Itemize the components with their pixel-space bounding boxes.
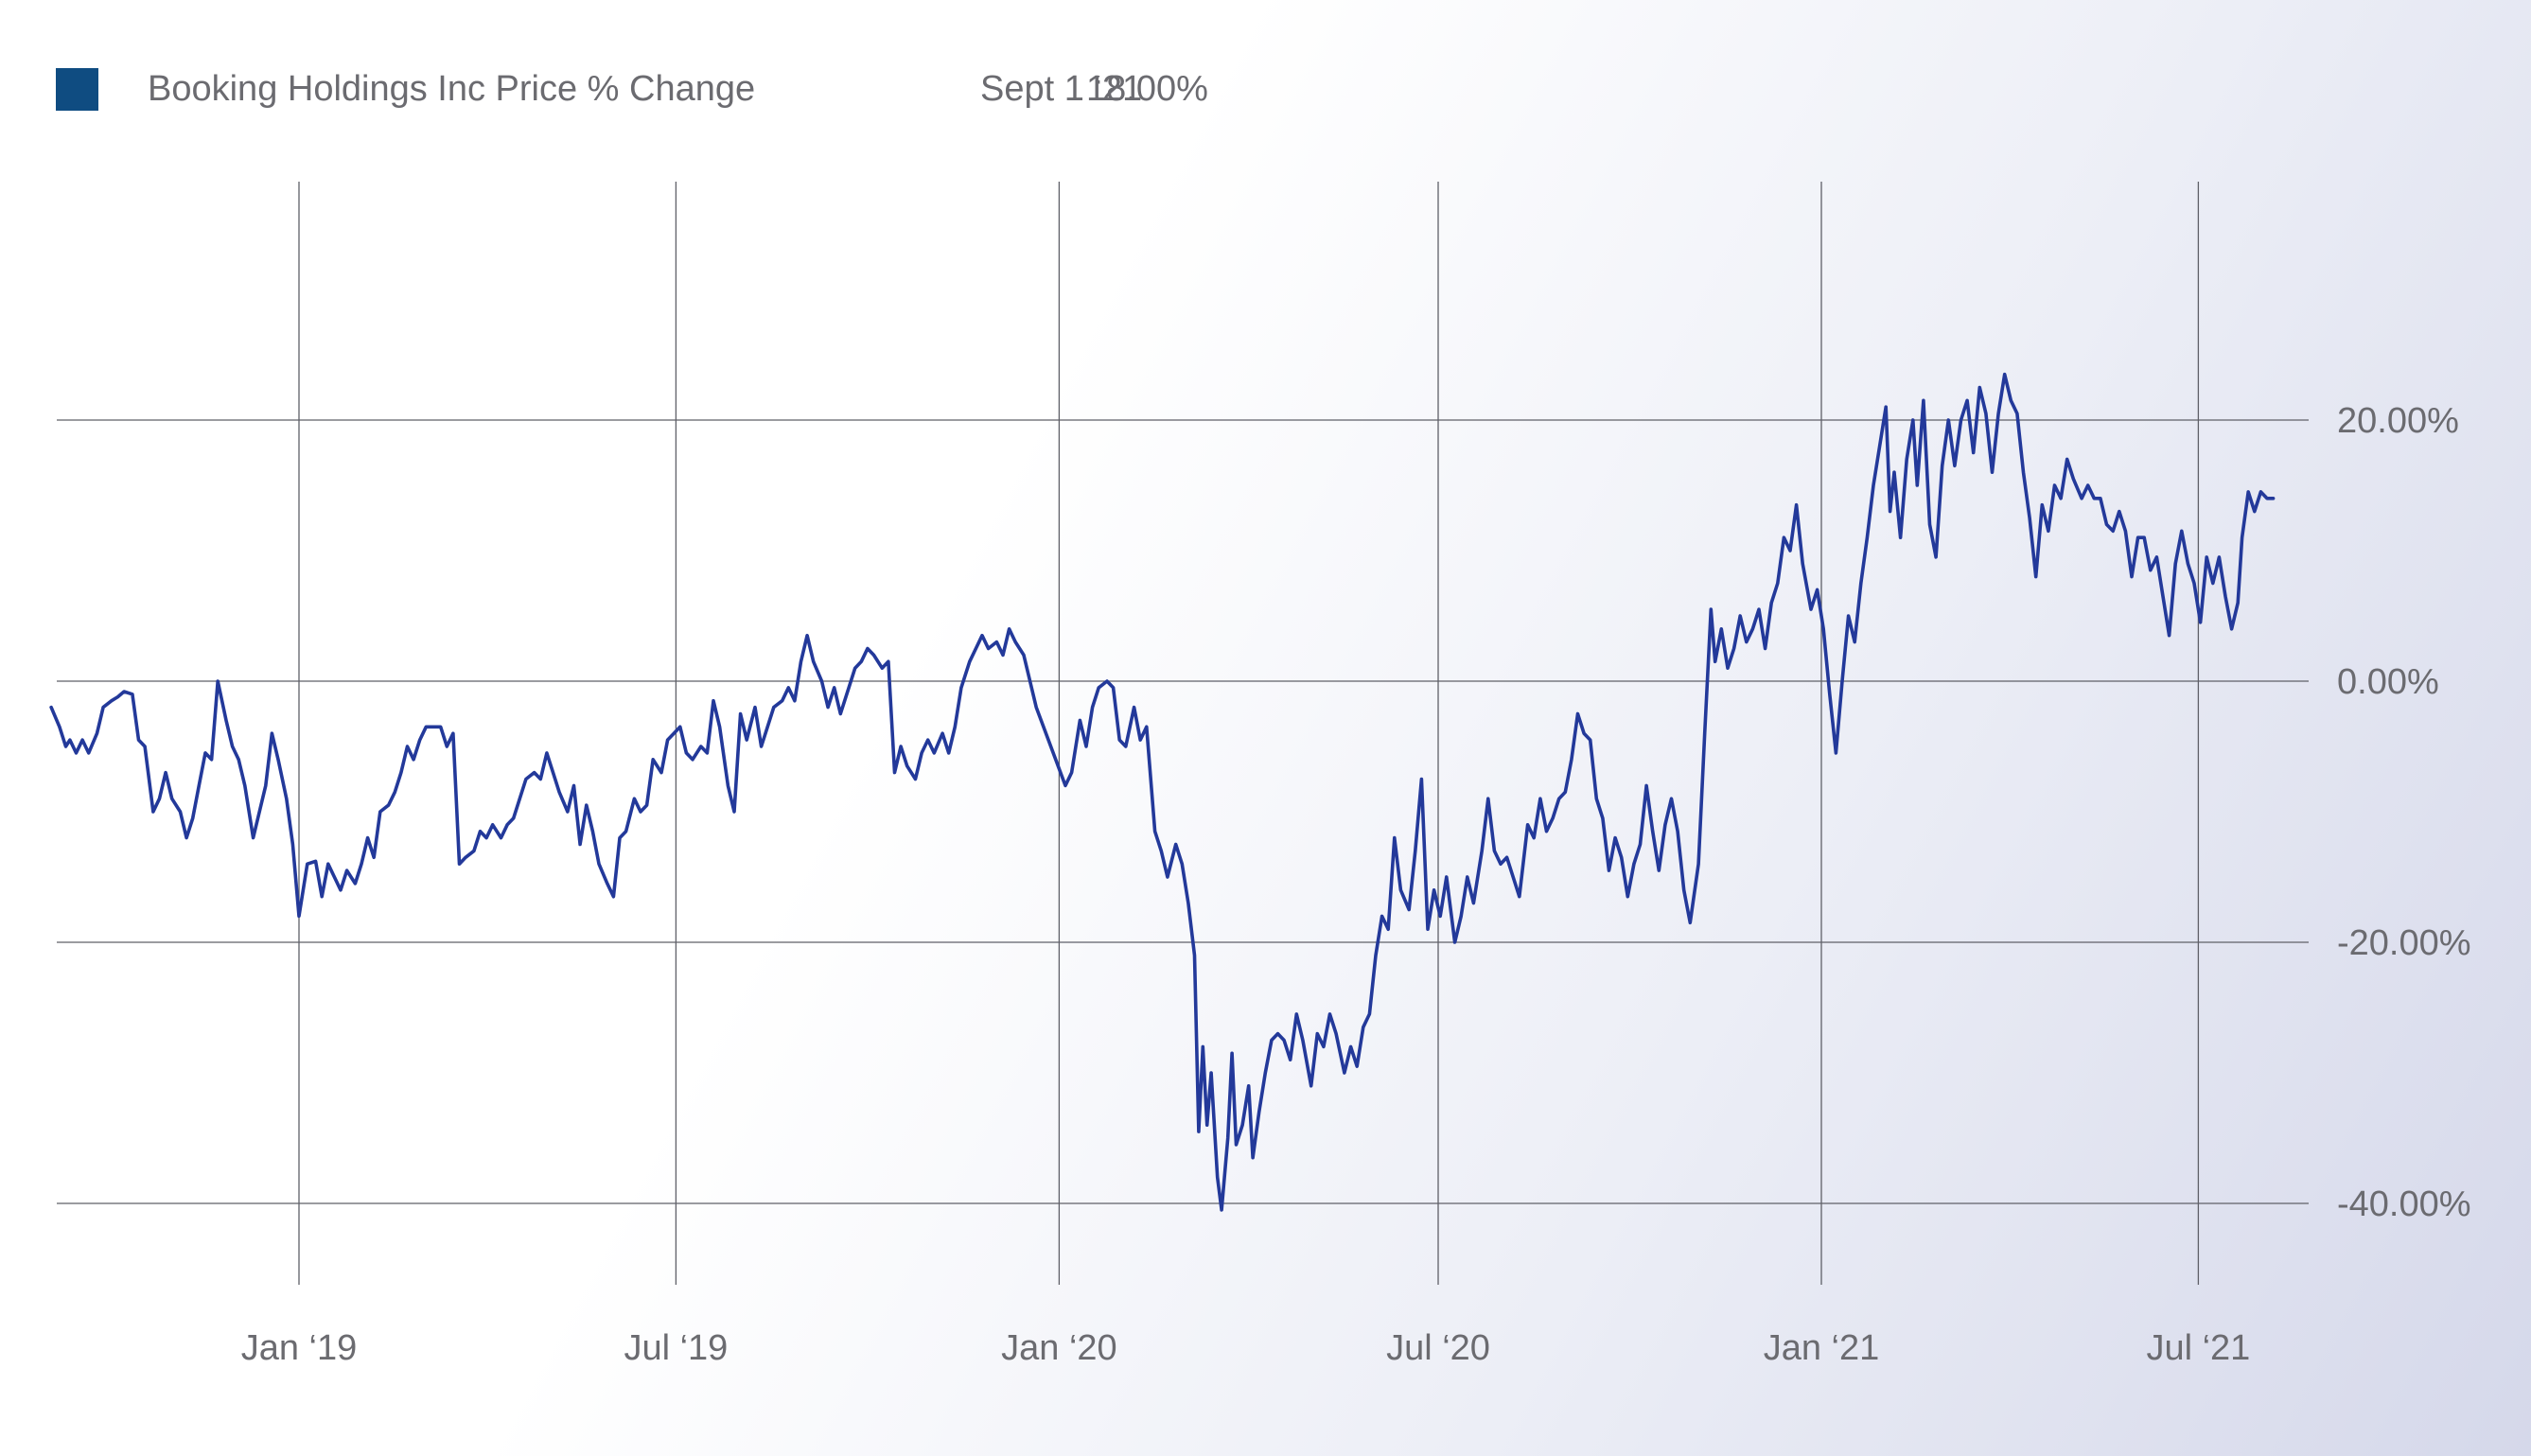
x-axis-tick-labels: Jan ‘19 Jul ‘19 Jan ‘20 Jul ‘20 Jan ‘21 Jul ‘… (241, 1328, 2251, 1368)
y-tick-label: -40.00% (2337, 1184, 2471, 1224)
x-tick-label: Jul ‘20 (1386, 1328, 1490, 1368)
legend-swatch (56, 67, 98, 111)
series-line (49, 372, 2276, 1212)
chart-legend: Booking Holdings Inc Price % Change Sept… (56, 66, 1208, 112)
y-tick-label: -20.00% (2337, 923, 2471, 963)
x-tick-label: Jan ‘20 (1001, 1328, 1117, 1368)
legend-series-label: Booking Holdings Inc Price % Change (148, 68, 756, 109)
series-layer (49, 372, 2276, 1212)
x-tick-label: Jul ‘21 (2146, 1328, 2250, 1368)
vertical-gridlines (298, 182, 2200, 1285)
x-tick-label: Jul ‘19 (624, 1328, 728, 1368)
y-axis-tick-labels: 20.00% 0.00% -20.00% -40.00% (2337, 401, 2471, 1224)
horizontal-gridlines (57, 419, 2309, 1204)
x-tick-label: Jan ‘19 (241, 1328, 358, 1368)
y-tick-label: 20.00% (2337, 401, 2459, 441)
x-tick-label: Jan ‘21 (1764, 1328, 1880, 1368)
legend-value-label: 18.00% (1086, 68, 1208, 109)
y-tick-label: 0.00% (2337, 662, 2439, 702)
